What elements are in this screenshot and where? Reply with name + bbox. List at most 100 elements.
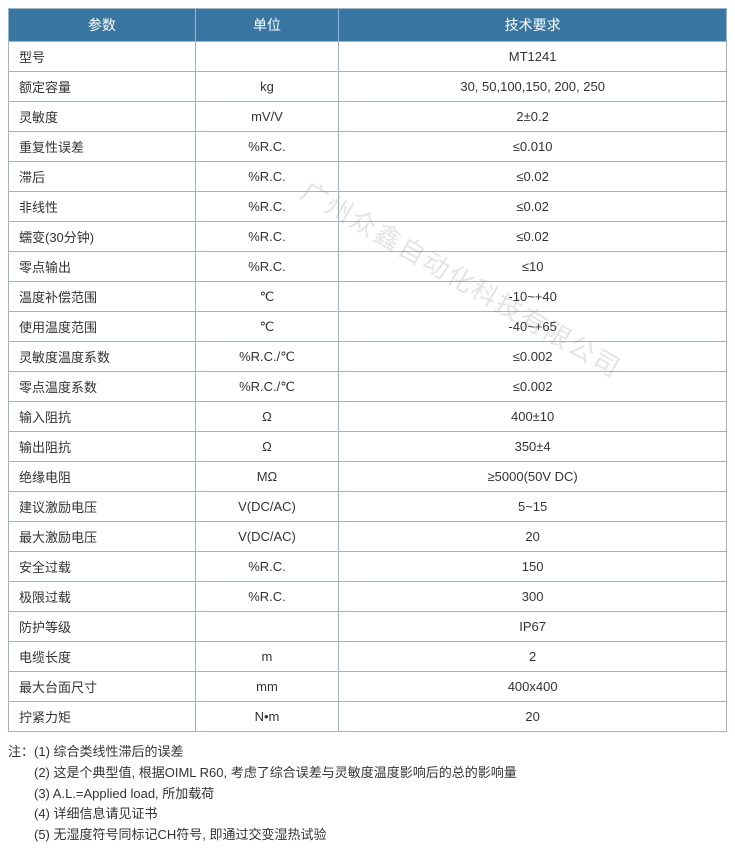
notes-section: 注：(1) 综合类线性滞后的误差 (2) 这是个典型值, 根据OIML R60,… [8, 742, 727, 846]
cell-req: ≤0.02 [339, 222, 727, 252]
cell-unit: %R.C. [195, 552, 339, 582]
cell-unit: N•m [195, 702, 339, 732]
table-row: 滞后%R.C.≤0.02 [9, 162, 727, 192]
cell-param: 零点输出 [9, 252, 196, 282]
cell-unit: %R.C. [195, 192, 339, 222]
table-row: 输出阻抗Ω350±4 [9, 432, 727, 462]
cell-req: ≤0.002 [339, 372, 727, 402]
note-item: (1) 综合类线性滞后的误差 [34, 744, 184, 759]
cell-req: -10~+40 [339, 282, 727, 312]
table-row: 防护等级 IP67 [9, 612, 727, 642]
cell-req: ≥5000(50V DC) [339, 462, 727, 492]
cell-unit: %R.C. [195, 222, 339, 252]
cell-unit: V(DC/AC) [195, 522, 339, 552]
cell-unit: MΩ [195, 462, 339, 492]
table-row: 安全过载%R.C.150 [9, 552, 727, 582]
table-row: 零点输出%R.C.≤10 [9, 252, 727, 282]
cell-unit: %R.C./℃ [195, 342, 339, 372]
cell-unit [195, 42, 339, 72]
table-row: 最大激励电压V(DC/AC)20 [9, 522, 727, 552]
cell-req: ≤0.02 [339, 162, 727, 192]
cell-param: 零点温度系数 [9, 372, 196, 402]
cell-req: IP67 [339, 612, 727, 642]
table-row: 蠕变(30分钟)%R.C.≤0.02 [9, 222, 727, 252]
cell-param: 型号 [9, 42, 196, 72]
table-header-row: 参数 单位 技术要求 [9, 9, 727, 42]
cell-param: 电缆长度 [9, 642, 196, 672]
notes-prefix: 注： [8, 744, 34, 759]
cell-unit: m [195, 642, 339, 672]
cell-req: ≤0.02 [339, 192, 727, 222]
cell-unit: mV/V [195, 102, 339, 132]
table-row: 型号 MT1241 [9, 42, 727, 72]
cell-req: ≤0.010 [339, 132, 727, 162]
cell-param: 最大台面尺寸 [9, 672, 196, 702]
cell-param: 滞后 [9, 162, 196, 192]
cell-param: 灵敏度温度系数 [9, 342, 196, 372]
cell-unit: kg [195, 72, 339, 102]
cell-unit [195, 612, 339, 642]
cell-req: 20 [339, 702, 727, 732]
cell-param: 重复性误差 [9, 132, 196, 162]
cell-param: 输出阻抗 [9, 432, 196, 462]
cell-param: 最大激励电压 [9, 522, 196, 552]
cell-param: 温度补偿范围 [9, 282, 196, 312]
cell-param: 灵敏度 [9, 102, 196, 132]
table-row: 拧紧力矩N•m20 [9, 702, 727, 732]
cell-req: 400x400 [339, 672, 727, 702]
cell-unit: ℃ [195, 282, 339, 312]
cell-param: 非线性 [9, 192, 196, 222]
table-row: 使用温度范围℃-40~+65 [9, 312, 727, 342]
cell-unit: %R.C. [195, 252, 339, 282]
cell-param: 建议激励电压 [9, 492, 196, 522]
cell-req: 2±0.2 [339, 102, 727, 132]
cell-unit: %R.C. [195, 162, 339, 192]
table-row: 温度补偿范围℃-10~+40 [9, 282, 727, 312]
note-line-0: 注：(1) 综合类线性滞后的误差 [8, 742, 727, 763]
cell-param: 拧紧力矩 [9, 702, 196, 732]
cell-unit: ℃ [195, 312, 339, 342]
table-row: 建议激励电压V(DC/AC)5~15 [9, 492, 727, 522]
cell-req: 350±4 [339, 432, 727, 462]
col-header-req: 技术要求 [339, 9, 727, 42]
table-row: 最大台面尺寸mm400x400 [9, 672, 727, 702]
cell-req: 30, 50,100,150, 200, 250 [339, 72, 727, 102]
cell-param: 绝缘电阻 [9, 462, 196, 492]
col-header-param: 参数 [9, 9, 196, 42]
cell-param: 安全过载 [9, 552, 196, 582]
cell-req: 5~15 [339, 492, 727, 522]
spec-table: 参数 单位 技术要求 型号MT1241额定容量kg30, 50,100,150,… [8, 8, 727, 732]
cell-req: 400±10 [339, 402, 727, 432]
cell-param: 防护等级 [9, 612, 196, 642]
note-item: (4) 详细信息请见证书 [8, 804, 727, 825]
note-item: (2) 这是个典型值, 根据OIML R60, 考虑了综合误差与灵敏度温度影响后… [8, 763, 727, 784]
cell-unit: %R.C./℃ [195, 372, 339, 402]
cell-unit: %R.C. [195, 132, 339, 162]
table-row: 电缆长度m2 [9, 642, 727, 672]
table-row: 额定容量kg30, 50,100,150, 200, 250 [9, 72, 727, 102]
table-row: 灵敏度温度系数%R.C./℃≤0.002 [9, 342, 727, 372]
table-row: 零点温度系数%R.C./℃≤0.002 [9, 372, 727, 402]
col-header-unit: 单位 [195, 9, 339, 42]
cell-param: 输入阻抗 [9, 402, 196, 432]
cell-param: 额定容量 [9, 72, 196, 102]
cell-req: -40~+65 [339, 312, 727, 342]
cell-param: 使用温度范围 [9, 312, 196, 342]
table-row: 重复性误差%R.C.≤0.010 [9, 132, 727, 162]
cell-req: 20 [339, 522, 727, 552]
table-row: 输入阻抗Ω400±10 [9, 402, 727, 432]
cell-req: 2 [339, 642, 727, 672]
cell-param: 蠕变(30分钟) [9, 222, 196, 252]
cell-unit: %R.C. [195, 582, 339, 612]
cell-req: 150 [339, 552, 727, 582]
table-row: 非线性%R.C.≤0.02 [9, 192, 727, 222]
note-item: (5) 无湿度符号同标记CH符号, 即通过交变湿热试验 [8, 825, 727, 846]
note-item: (3) A.L.=Applied load, 所加载荷 [8, 784, 727, 805]
cell-req: MT1241 [339, 42, 727, 72]
cell-req: 300 [339, 582, 727, 612]
table-row: 极限过载%R.C.300 [9, 582, 727, 612]
cell-unit: V(DC/AC) [195, 492, 339, 522]
cell-unit: mm [195, 672, 339, 702]
cell-unit: Ω [195, 402, 339, 432]
cell-param: 极限过载 [9, 582, 196, 612]
